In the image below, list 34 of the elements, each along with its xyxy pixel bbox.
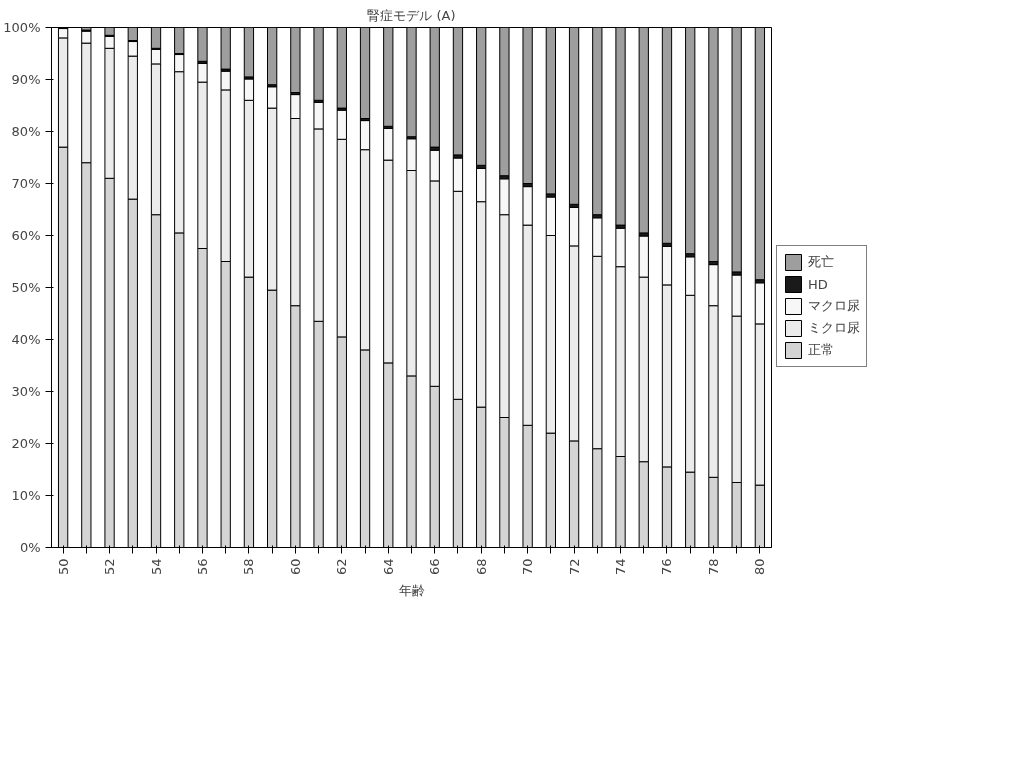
x-tick-label: 80 (752, 558, 768, 576)
y-tick-label: 0% (19, 540, 41, 555)
x-tick-label: 58 (241, 558, 257, 576)
y-tick-label: 20% (11, 436, 41, 451)
legend-label: HD (808, 276, 828, 292)
y-tick-label: 70% (11, 176, 41, 191)
legend-label: 正常 (808, 341, 834, 359)
x-tick-label: 64 (380, 558, 396, 576)
y-tick-label: 90% (11, 72, 41, 87)
x-tick-label: 70 (520, 558, 536, 576)
y-tick-label: 60% (11, 228, 41, 243)
legend-label: ミクロ尿 (808, 319, 860, 337)
y-tick-label: 80% (11, 124, 41, 139)
legend-label: マクロ尿 (808, 297, 860, 315)
chart-title: 腎症モデル (A) (367, 7, 456, 23)
y-tick-label: 10% (11, 488, 41, 503)
x-tick-label: 68 (473, 558, 489, 576)
y-tick-label: 30% (11, 384, 41, 399)
x-tick-label: 78 (705, 558, 721, 576)
x-axis-title: 年齢 (398, 583, 425, 599)
x-tick-label: 52 (102, 558, 118, 576)
y-tick-label: 100% (3, 20, 41, 35)
legend-label: 死亡 (808, 253, 834, 271)
x-tick-label: 50 (55, 558, 71, 576)
x-tick-label: 54 (148, 558, 164, 576)
x-tick-label: 66 (427, 558, 443, 576)
y-tick-label: 50% (11, 280, 41, 295)
x-tick-label: 56 (194, 558, 210, 576)
y-tick-label: 40% (11, 332, 41, 347)
x-tick-label: 72 (566, 558, 582, 576)
x-tick-label: 76 (659, 558, 675, 576)
x-tick-label: 74 (613, 558, 629, 576)
x-tick-label: 60 (287, 558, 303, 576)
x-tick-label: 62 (334, 558, 350, 576)
